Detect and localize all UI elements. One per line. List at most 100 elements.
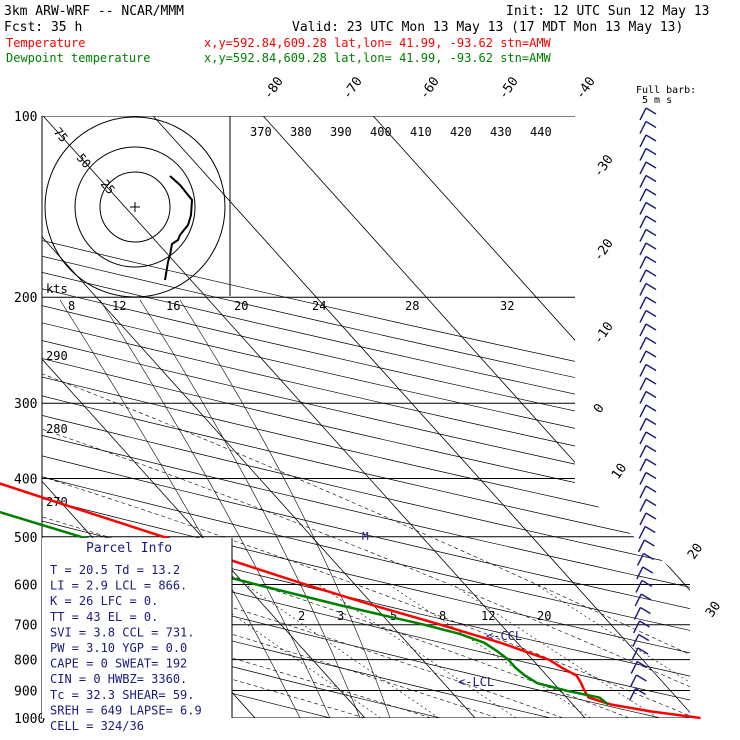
hodograph-center-mark bbox=[130, 202, 140, 212]
wind-barb-staff bbox=[639, 418, 647, 431]
wind-barb-flag bbox=[643, 552, 654, 561]
wind-barb-staff bbox=[639, 121, 647, 134]
wind-barb-flag bbox=[645, 458, 657, 466]
wind-barb-staff bbox=[639, 269, 647, 283]
wind-barb-flag bbox=[635, 687, 646, 696]
wind-barb-staff bbox=[639, 377, 647, 391]
wind-barb-flag bbox=[645, 282, 657, 291]
dry-adiabat bbox=[42, 116, 690, 718]
wind-barb-staff bbox=[633, 607, 642, 620]
stability-curve bbox=[179, 299, 391, 718]
speed-scale-label: 32 bbox=[500, 299, 514, 313]
lcl-marker: <-LCL bbox=[458, 675, 494, 689]
wind-barb-flag bbox=[636, 674, 647, 682]
wind-barb-staff bbox=[632, 620, 641, 634]
dry-adiabat bbox=[42, 116, 690, 718]
wind-barb-staff bbox=[631, 647, 639, 661]
theta-label: 410 bbox=[410, 125, 432, 139]
parcel-info-row: TT = 43 EL = 0. bbox=[50, 610, 158, 624]
theta-label: 400 bbox=[370, 125, 392, 139]
wind-barb-staff bbox=[639, 175, 647, 188]
speed-scale-label: 16 bbox=[166, 299, 180, 313]
wind-barb-flag bbox=[636, 660, 648, 669]
wind-barb-staff bbox=[637, 539, 646, 553]
wind-barb-staff bbox=[628, 688, 637, 701]
hodograph-ring bbox=[74, 146, 196, 268]
stability-curve bbox=[99, 299, 331, 718]
wind-barb-flag bbox=[645, 417, 657, 426]
mixing-ratio-line bbox=[388, 584, 591, 718]
dry-adiabat bbox=[42, 116, 690, 718]
wind-barb-staff bbox=[636, 566, 644, 580]
isotherm-line bbox=[42, 116, 366, 718]
parcel-info-row: LI = 2.9 LCL = 866. bbox=[50, 579, 187, 593]
theta-left-label: 280 bbox=[46, 422, 68, 436]
wind-barb-flag bbox=[645, 309, 657, 318]
wind-barb-staff bbox=[632, 634, 640, 647]
pressure-tick-label: 400 bbox=[14, 472, 37, 487]
wind-barb-staff bbox=[639, 188, 647, 202]
dry-adiabat bbox=[42, 116, 441, 718]
wind-barb-staff bbox=[639, 404, 647, 418]
wind-barb-flag bbox=[645, 174, 657, 183]
pressure-tick-label: 500 bbox=[14, 531, 37, 546]
wind-barb-flag bbox=[640, 593, 652, 601]
wind-barb-flag bbox=[637, 647, 649, 655]
isotherm-label: -40 bbox=[573, 74, 599, 102]
isotherm-label: 30 bbox=[703, 599, 724, 620]
forecast-hour: Fcst: 35 h bbox=[4, 20, 82, 35]
wind-barb-flag bbox=[645, 120, 657, 129]
wind-barb-flag bbox=[639, 620, 650, 628]
pressure-tick-label: 700 bbox=[14, 619, 37, 634]
wind-barb-staff bbox=[639, 499, 647, 512]
wind-barb-flag bbox=[645, 363, 657, 372]
theta-label: 370 bbox=[250, 125, 272, 139]
wind-barb-flag bbox=[645, 350, 657, 358]
temperature-legend: Temperature bbox=[6, 36, 85, 50]
wind-barb-staff bbox=[629, 674, 638, 688]
wind-barb-flag bbox=[645, 498, 657, 507]
wind-barb-staff bbox=[639, 445, 647, 458]
isotherm-line bbox=[262, 116, 690, 718]
wind-barb-staff bbox=[634, 593, 642, 607]
temperature-station-info: x,y=592.84,609.28 lat,lon= 41.99, -93.62… bbox=[204, 36, 552, 50]
dewpoint-station-info: x,y=592.84,609.28 lat,lon= 41.99, -93.62… bbox=[204, 51, 552, 65]
wind-barb-flag bbox=[645, 485, 657, 493]
isotherm-line bbox=[42, 116, 586, 718]
wind-barb-staff bbox=[638, 526, 646, 539]
wind-barb-staff bbox=[639, 296, 647, 310]
wind-barb-flag bbox=[645, 107, 657, 115]
stability-curve bbox=[59, 299, 301, 718]
valid-time: Valid: 23 UTC Mon 13 May 13 (17 MDT Mon … bbox=[292, 20, 683, 35]
wind-barb-flag bbox=[645, 444, 657, 453]
pressure-tick-label: 300 bbox=[14, 397, 37, 412]
pressure-tick-label: 800 bbox=[14, 654, 37, 669]
pressure-tick-label: 1000 bbox=[14, 712, 45, 727]
mixing-ratio-line bbox=[318, 584, 517, 718]
wind-barb-staff bbox=[639, 350, 647, 364]
dry-adiabat bbox=[42, 116, 690, 718]
wind-barb-staff bbox=[639, 472, 647, 485]
dry-adiabat bbox=[42, 116, 690, 718]
isotherm-label: -20 bbox=[591, 236, 617, 264]
model-title: 3km ARW-WRF -- NCAR/MMM bbox=[4, 4, 184, 19]
wind-barb-flag bbox=[642, 566, 654, 574]
moist-adiabat bbox=[42, 296, 366, 718]
wind-barb-flag bbox=[645, 336, 657, 345]
wind-barb-staff bbox=[639, 256, 647, 269]
wind-barb-staff bbox=[639, 161, 647, 175]
ccl-marker: <-CCL bbox=[486, 629, 522, 643]
stability-curve bbox=[139, 299, 361, 718]
isotherm-label: 10 bbox=[609, 461, 630, 482]
isotherm-line bbox=[42, 116, 476, 718]
wind-barb-flag bbox=[645, 255, 657, 264]
speed-scale-label: 12 bbox=[112, 299, 126, 313]
mixing-ratio-label: 3 bbox=[337, 609, 344, 623]
wind-barb-staff bbox=[639, 337, 647, 350]
wind-barb-staff bbox=[639, 364, 647, 377]
wind-barb-flag bbox=[645, 147, 657, 156]
speed-scale-label: 8 bbox=[68, 299, 75, 313]
wind-barb-staff bbox=[639, 283, 647, 296]
